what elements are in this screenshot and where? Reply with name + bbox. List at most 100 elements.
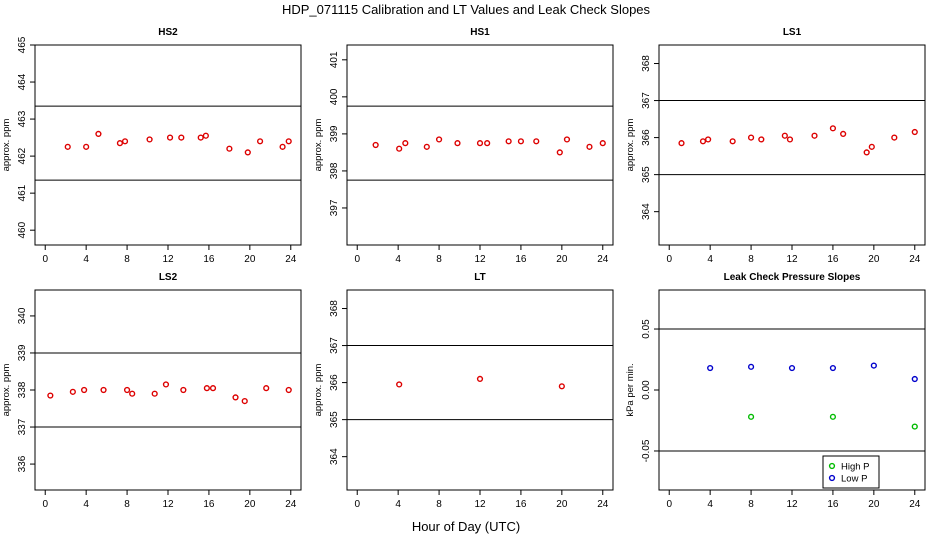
hs1-point-hs1: [372, 141, 379, 149]
ls1-point-ls1: [781, 132, 788, 139]
hs2-x-tick-label: 20: [244, 254, 256, 265]
hs2-point-hs2: [64, 143, 71, 150]
ls2-point-ls2: [47, 392, 54, 399]
leak-check-pressure-slopes-point-high-p: [747, 413, 755, 420]
hs1-y-tick-label: 401: [329, 51, 340, 68]
lt-x-tick-label: 24: [597, 499, 609, 510]
lt-point-lt: [396, 381, 403, 388]
hs2-point-hs2: [197, 134, 204, 141]
leak-check-pressure-slopes-point-low-p: [829, 364, 837, 372]
leak-check-pressure-slopes-point-low-p: [788, 364, 796, 372]
ls2-y-tick-label: 338: [17, 381, 28, 398]
panel-hs2: HS2 approx. ppm 0 4 8 12 16 20 24 460 461 462 463 464…: [1, 27, 302, 265]
hs1-point-hs1: [563, 136, 571, 143]
lt-point-lt: [476, 375, 484, 382]
lt-plot-frame: [346, 289, 614, 491]
ls1-point-ls1: [840, 130, 847, 137]
leak-check-pressure-slopes-plot-frame: [658, 289, 926, 491]
lt-y-tick-label: 366: [329, 374, 340, 391]
ls1-point-ls1: [911, 128, 918, 136]
lt-point-lt: [558, 383, 565, 390]
ls2-point-ls2: [162, 381, 170, 388]
lt-x-tick-label: 12: [474, 499, 486, 510]
ls1-point-ls1: [868, 143, 875, 150]
ls1-y-tick-label: 366: [641, 129, 652, 146]
hs1-x-tick-label: 4: [395, 254, 401, 265]
hs1-point-hs1: [423, 143, 430, 150]
lt-x-tick-label: 8: [436, 499, 442, 510]
ls1-x-tick-label: 12: [786, 254, 798, 265]
hs2-x-tick-label: 24: [285, 254, 297, 265]
leak-check-pressure-slopes-x-tick-label: 16: [827, 499, 839, 510]
ls2-y-tick-label: 336: [17, 455, 28, 472]
hs1-y-tick-label: 400: [329, 88, 340, 105]
ls2-point-ls2: [263, 385, 270, 392]
hs2-point-hs2: [121, 138, 129, 145]
hs2-point-hs2: [285, 138, 292, 145]
hs1-point-hs1: [505, 138, 512, 145]
ls2-y-tick-label: 339: [17, 344, 28, 361]
hs1-x-tick-label: 0: [354, 254, 360, 265]
ls1-y-tick-label: 365: [641, 166, 652, 183]
leak-check-pressure-slopes-x-tick-label: 20: [868, 499, 880, 510]
ls1-point-ls1: [863, 149, 870, 156]
hs2-point-hs2: [95, 130, 102, 137]
panel-lt: LT approx. ppm 0 4 8 12 16 20 24 364 365 366 367 368: [313, 272, 614, 510]
lt-title: LT: [474, 272, 485, 283]
hs2-y-tick-label: 465: [17, 36, 28, 53]
ls1-point-ls1: [829, 125, 837, 132]
hs2-point-hs2: [83, 143, 90, 150]
hs2-point-hs2: [178, 134, 185, 141]
hs2-point-hs2: [226, 145, 233, 152]
ls2-point-ls2: [241, 398, 248, 405]
ls1-x-tick-label: 16: [827, 254, 839, 265]
hs1-x-tick-label: 16: [515, 254, 527, 265]
panel-hs1: HS1 approx. ppm 0 4 8 12 16 20 24 397 398 399 400 401: [313, 27, 614, 265]
leak-check-pressure-slopes-point-low-p: [747, 363, 755, 370]
ls2-x-tick-label: 16: [203, 499, 215, 510]
figure-title: HDP_071115 Calibration and LT Values and…: [282, 2, 651, 17]
leak-check-pressure-slopes-point-low-p: [707, 364, 714, 372]
ls1-y-tick-label: 367: [641, 92, 652, 109]
hs2-point-hs2: [202, 132, 209, 139]
ls1-point-ls1: [891, 134, 898, 141]
leak-check-pressure-slopes-x-tick-label: 4: [707, 499, 713, 510]
leak-check-pressure-slopes-y-tick-label: 0.00: [641, 380, 652, 400]
leak-check-pressure-slopes-x-tick-label: 12: [786, 499, 798, 510]
ls1-point-ls1: [678, 140, 685, 147]
hs1-point-hs1: [402, 140, 409, 147]
hs1-point-hs1: [586, 143, 593, 150]
hs2-point-hs2: [256, 138, 264, 145]
ls2-point-ls2: [69, 388, 76, 395]
hs1-title: HS1: [470, 27, 490, 38]
hs2-y-tick-label: 461: [17, 184, 28, 201]
leak-check-pressure-slopes-legend-marker-low-p: [828, 474, 836, 482]
lt-y-tick-label: 367: [329, 337, 340, 354]
ls2-y-axis-label: approx. ppm: [1, 364, 12, 417]
hs1-point-hs1: [599, 140, 606, 147]
lt-y-axis-label: approx. ppm: [313, 364, 324, 417]
hs2-point-hs2: [244, 149, 251, 156]
leak-check-pressure-slopes-point-low-p: [870, 362, 877, 369]
ls2-x-tick-label: 8: [124, 499, 130, 510]
ls1-x-tick-label: 0: [666, 254, 672, 265]
ls1-point-ls1: [729, 138, 736, 145]
hs1-point-hs1: [476, 140, 484, 147]
global-x-axis-label: Hour of Day (UTC): [412, 519, 520, 534]
ls2-title: LS2: [159, 272, 178, 283]
hs1-x-tick-label: 12: [474, 254, 486, 265]
hs2-x-tick-label: 4: [83, 254, 89, 265]
leak-check-pressure-slopes-legend-box: [822, 455, 880, 489]
lt-y-tick-label: 365: [329, 411, 340, 428]
hs2-point-hs2: [116, 140, 124, 147]
leak-check-pressure-slopes-title: Leak Check Pressure Slopes: [724, 272, 861, 283]
ls2-x-tick-label: 20: [244, 499, 256, 510]
ls1-x-tick-label: 20: [868, 254, 880, 265]
ls2-point-ls2: [123, 386, 131, 394]
leak-check-pressure-slopes-y-axis-label: kPa per min.: [625, 363, 636, 416]
leak-check-pressure-slopes-legend-marker-high-p: [828, 462, 836, 470]
hs1-y-axis-label: approx. ppm: [313, 119, 324, 172]
lt-x-tick-label: 0: [354, 499, 360, 510]
lt-x-tick-label: 4: [395, 499, 401, 510]
